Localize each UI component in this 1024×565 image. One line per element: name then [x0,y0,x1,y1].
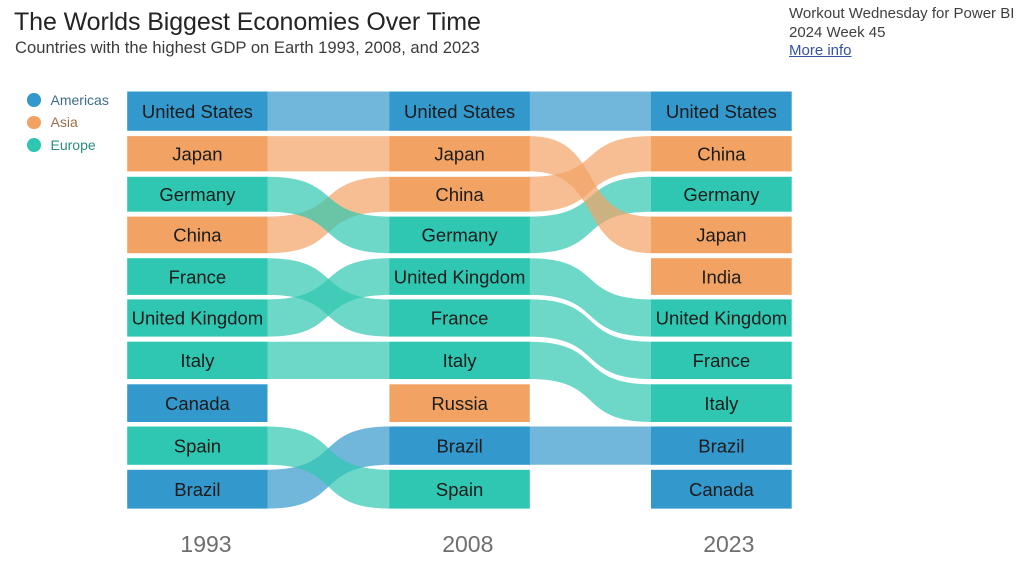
svg-text:United Kingdom: United Kingdom [394,266,526,287]
svg-text:1993: 1993 [180,531,231,557]
svg-text:Italy: Italy [704,393,739,414]
svg-text:China: China [697,143,746,164]
svg-text:Italy: Italy [443,350,478,371]
svg-text:Germany: Germany [422,225,499,246]
svg-text:India: India [701,266,742,287]
svg-text:Brazil: Brazil [174,479,220,500]
svg-text:United States: United States [142,101,253,122]
svg-text:United States: United States [666,101,777,122]
svg-text:Japan: Japan [696,225,746,246]
svg-text:United Kingdom: United Kingdom [656,308,788,329]
svg-text:Japan: Japan [172,143,222,164]
svg-text:Russia: Russia [431,393,488,414]
svg-text:Canada: Canada [689,479,755,500]
svg-text:Japan: Japan [434,143,484,164]
svg-text:United Kingdom: United Kingdom [132,308,264,329]
svg-text:Germany: Germany [159,184,236,205]
svg-text:Spain: Spain [436,479,483,500]
svg-text:2008: 2008 [442,531,493,557]
svg-text:2023: 2023 [703,531,754,557]
svg-text:Canada: Canada [165,393,231,414]
svg-text:China: China [173,225,222,246]
svg-text:Brazil: Brazil [698,435,744,456]
svg-text:China: China [435,184,484,205]
svg-text:Spain: Spain [174,435,221,456]
svg-text:United States: United States [404,101,515,122]
svg-text:France: France [169,266,227,287]
svg-text:France: France [431,308,489,329]
svg-text:Italy: Italy [180,350,215,371]
svg-text:France: France [693,350,751,371]
svg-text:Brazil: Brazil [436,435,482,456]
svg-text:Germany: Germany [683,184,760,205]
